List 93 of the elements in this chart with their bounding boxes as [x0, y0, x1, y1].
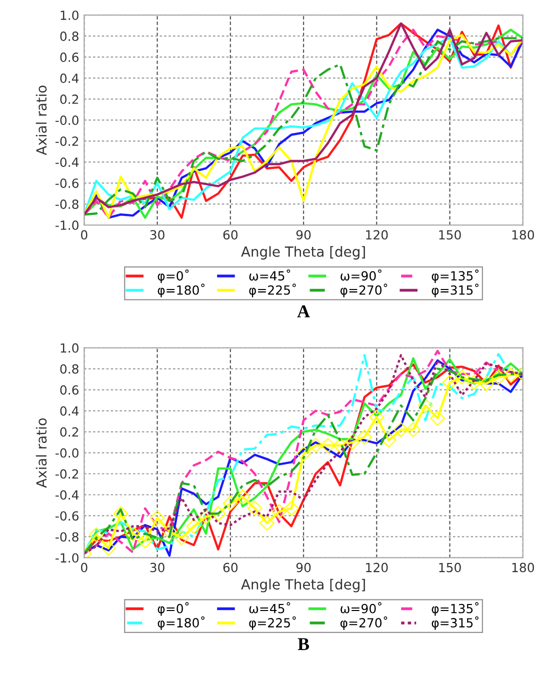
x-tick-label: 30 — [150, 230, 164, 240]
x-tick-label: 60 — [223, 230, 238, 240]
point — [454, 370, 470, 385]
point — [138, 533, 153, 548]
point — [186, 518, 202, 534]
point — [88, 527, 104, 542]
point — [260, 516, 274, 531]
text: B — [298, 638, 310, 650]
point — [418, 398, 433, 413]
point — [369, 410, 384, 425]
y-tick-label: 0.6 — [60, 52, 79, 62]
y-tick-label: -0.2 — [56, 469, 78, 479]
point — [394, 422, 408, 438]
point — [406, 422, 421, 438]
y-axis-title: Axial ratio — [36, 418, 47, 488]
point — [113, 506, 128, 522]
y-tick-label: 0.2 — [60, 94, 78, 104]
point — [150, 510, 165, 526]
y-tick-label: -0.8 — [56, 199, 78, 209]
legend-label: ω=90˚ — [340, 602, 382, 614]
x-tick-label: 120 — [366, 562, 388, 572]
point — [235, 489, 250, 504]
x-tick-label: 0 — [81, 230, 88, 240]
x-tick-label: 150 — [439, 562, 461, 572]
point — [503, 368, 518, 383]
y-tick-label: 0.4 — [60, 74, 79, 83]
y-axis-title: Axial ratio — [36, 86, 47, 156]
point — [125, 526, 140, 542]
legend-label: φ=225˚ — [249, 284, 296, 298]
legend-label: ω=45˚ — [249, 602, 290, 614]
y-tick-label: 0.8 — [60, 364, 78, 374]
point — [357, 430, 372, 444]
point — [247, 500, 262, 516]
y-tick-label: -0.6 — [56, 178, 79, 188]
point — [272, 504, 287, 519]
y-tick-label: 0.2 — [60, 427, 78, 437]
legend-label: φ=0˚ — [158, 602, 189, 616]
x-tick-label: 120 — [366, 230, 388, 240]
x-tick-label: 150 — [439, 230, 461, 240]
point — [430, 410, 446, 426]
point — [344, 434, 360, 450]
legend-label: φ=225˚ — [249, 616, 296, 630]
point — [308, 438, 324, 453]
point — [210, 506, 226, 522]
y-tick-label: -1.0 — [56, 553, 78, 563]
y-tick-label: 0.8 — [60, 32, 78, 42]
point — [222, 496, 238, 511]
y-tick-label: -0.0 — [56, 116, 78, 125]
y-tick-label: 1.0 — [60, 10, 78, 20]
x-tick-label: 90 — [296, 562, 311, 572]
point — [442, 375, 458, 390]
text: A — [297, 305, 310, 318]
y-tick-label: -1.0 — [56, 220, 78, 230]
legend-label: φ=0˚ — [158, 269, 189, 284]
legend-label: φ=315˚ — [432, 284, 478, 298]
point — [101, 540, 116, 556]
y-tick-label: -0.8 — [56, 532, 78, 542]
point — [381, 432, 396, 448]
x-tick-label: 180 — [512, 562, 534, 572]
y-tick-label: 1.0 — [60, 343, 78, 353]
point — [162, 524, 177, 539]
x-axis-title: Angle Theta [deg] — [241, 246, 365, 260]
legend-label: φ=315˚ — [432, 616, 478, 630]
x-tick-label: 90 — [296, 230, 311, 240]
point — [198, 509, 214, 524]
point — [466, 375, 482, 390]
point — [332, 438, 348, 453]
point — [491, 370, 506, 385]
legend-label: φ=135˚ — [432, 269, 478, 284]
legend-label: φ=270˚ — [340, 284, 388, 298]
x-axis-title: Angle Theta [deg] — [241, 578, 365, 592]
legend-label: φ=135˚ — [432, 602, 478, 616]
legend-label: ω=45˚ — [249, 269, 290, 281]
x-tick-label: 0 — [81, 562, 88, 572]
y-tick-label: -0.0 — [56, 448, 78, 458]
point — [174, 530, 190, 546]
y-tick-label: -0.6 — [56, 511, 79, 521]
point — [320, 438, 336, 453]
legend-label: φ=180˚ — [158, 284, 204, 298]
y-tick-label: -0.4 — [56, 490, 79, 500]
legend-label: φ=270˚ — [340, 616, 388, 630]
y-tick-label: 0.6 — [60, 385, 79, 395]
point — [478, 376, 494, 391]
x-tick-label: 60 — [223, 562, 238, 572]
legend-label: ω=90˚ — [340, 269, 382, 281]
y-tick-label: -0.2 — [56, 136, 78, 146]
y-tick-label: -0.4 — [56, 158, 79, 167]
x-tick-label: 180 — [512, 230, 534, 240]
point — [284, 500, 299, 516]
x-tick-label: 30 — [150, 562, 164, 572]
y-tick-label: 0.4 — [60, 406, 79, 416]
legend-label: φ=180˚ — [158, 616, 204, 630]
point — [296, 446, 311, 462]
